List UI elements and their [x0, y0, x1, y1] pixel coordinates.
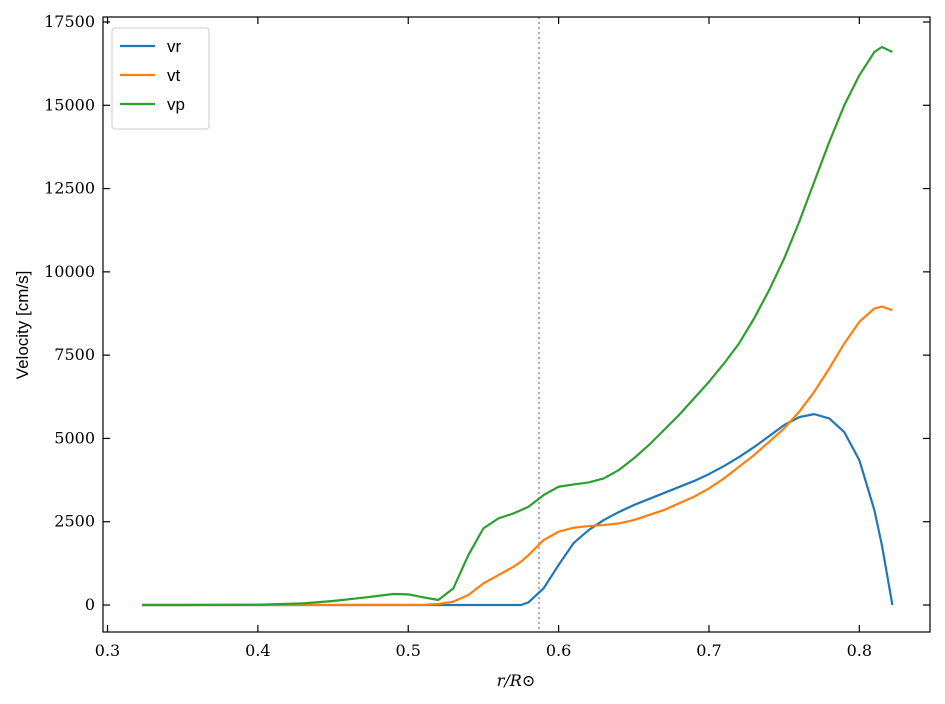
x-tick-label: 0.5: [396, 641, 421, 660]
series-line: [142, 45, 893, 607]
plot-frame: [102, 16, 931, 633]
x-tick-label: 0.6: [546, 641, 571, 660]
y-tick-label: 7500: [54, 345, 95, 364]
y-tick-label: 15000: [44, 95, 95, 114]
y-tick-label: 2500: [54, 512, 95, 531]
legend-label: vt: [167, 66, 181, 85]
x-tick-label: 0.4: [245, 641, 270, 660]
series-line: [142, 305, 893, 607]
y-tick-label: 0: [85, 595, 95, 614]
y-axis-label: Velocity [cm/s]: [13, 271, 32, 380]
y-tick-label: 12500: [44, 179, 95, 198]
y-tick-label: 10000: [44, 262, 95, 281]
legend-label: vp: [167, 95, 185, 114]
y-tick-label: 5000: [54, 428, 95, 447]
legend-label: vr: [167, 37, 182, 56]
x-tick-label: 0.7: [696, 641, 721, 660]
x-axis-label: r/R⊙: [497, 671, 536, 690]
x-tick-label: 0.8: [847, 641, 872, 660]
x-tick-label: 0.3: [95, 641, 120, 660]
y-tick-label: 17500: [44, 12, 95, 31]
legend-box: [111, 27, 210, 130]
